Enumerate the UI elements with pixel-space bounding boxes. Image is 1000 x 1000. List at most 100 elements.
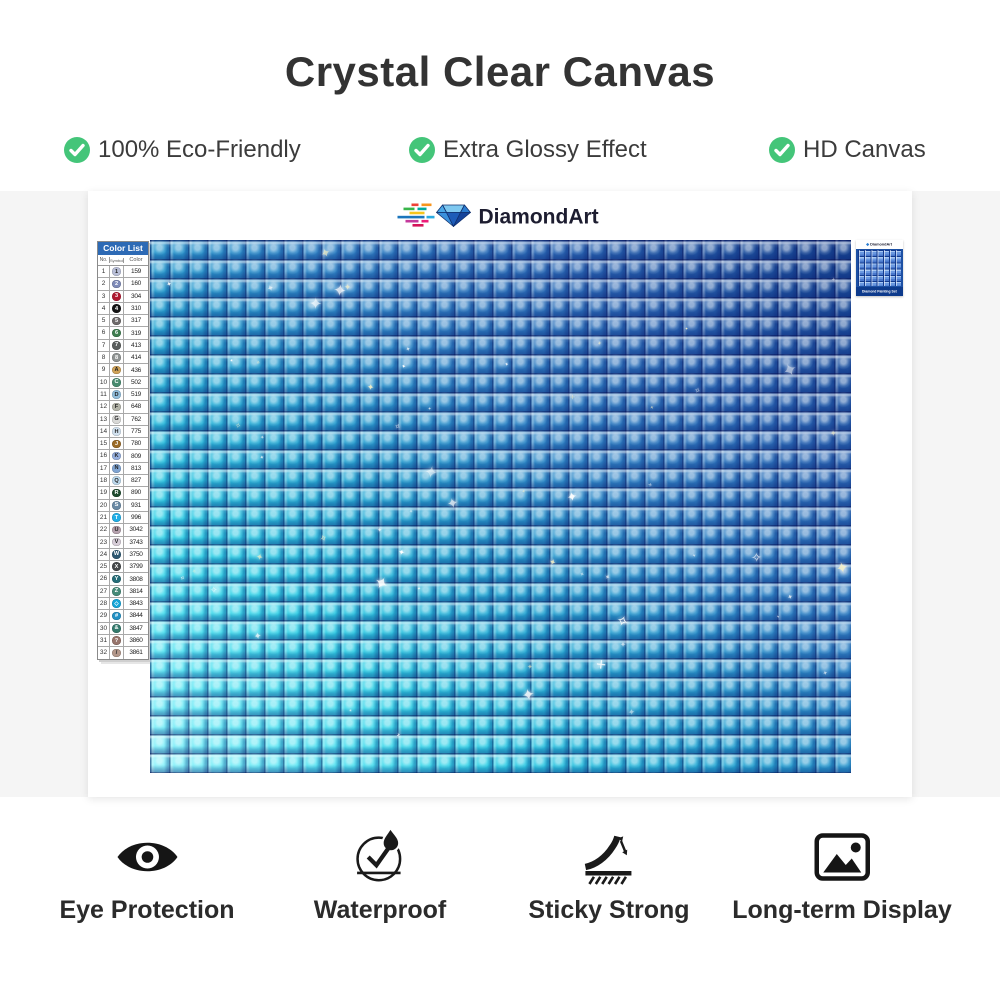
sparkle-glint: ✧ xyxy=(177,574,186,584)
color-number: 27 xyxy=(98,585,110,598)
check-circle-icon xyxy=(64,137,90,163)
color-list-row: 31? 3860 xyxy=(98,634,148,648)
feature-eco-friendly: 100% Eco-Friendly xyxy=(64,136,301,164)
diamond-logo-icon: DiamondArt xyxy=(397,203,599,229)
dmc-code: 762 xyxy=(131,415,141,423)
color-number: 29 xyxy=(98,610,110,622)
sparkle-glint: ✦ xyxy=(408,508,414,515)
color-list-row: 12 F 648 xyxy=(98,401,148,414)
sparkle-glint: + xyxy=(569,391,576,403)
eye-icon xyxy=(115,826,179,888)
mini-canvas-grid xyxy=(858,250,901,286)
sparkle-glint: ✦ xyxy=(603,573,612,583)
color-number: 12 xyxy=(98,401,110,413)
dmc-code: 648 xyxy=(131,403,141,411)
color-number: 9 xyxy=(98,364,110,376)
color-number: 25 xyxy=(98,561,110,573)
feature-hd-canvas: HD Canvas xyxy=(769,136,926,164)
dmc-code: 319 xyxy=(131,329,141,337)
sparkle-glint: ✦ xyxy=(318,244,334,262)
color-list-row: 24 W 3750 xyxy=(98,548,148,562)
color-list-body: 1 1 159 2 2 160 3 3 304 4 4 310 5 5 317 6 6 319 7 7 413 8 8 414… xyxy=(98,266,148,659)
benefit-label: Long-term Display xyxy=(732,896,952,924)
dmc-code: 519 xyxy=(131,391,141,399)
feature-label: 100% Eco-Friendly xyxy=(98,136,301,163)
color-swatch: 3 xyxy=(112,291,121,301)
sparkle-glint: + xyxy=(775,614,780,620)
mini-product-card: ◆ DiamondArt Diamond Painting Set xyxy=(856,240,903,296)
color-number: 5 xyxy=(98,315,110,327)
color-list-row: 1 1 159 xyxy=(98,266,148,279)
color-number: 2 xyxy=(98,278,110,290)
sparkle-glint: ✦ xyxy=(332,280,349,301)
sparkle-glint: + xyxy=(396,731,402,740)
sparkle-glint: ✦ xyxy=(619,640,626,650)
color-number: 8 xyxy=(98,352,110,364)
color-number: 19 xyxy=(98,487,110,499)
benefit-waterproof: Waterproof xyxy=(314,826,446,925)
color-swatch: 4 xyxy=(112,304,121,313)
color-number: 28 xyxy=(98,598,110,610)
color-swatch: R xyxy=(112,488,121,498)
color-number: 7 xyxy=(98,339,110,352)
color-list-row: 15 J 780 xyxy=(98,438,148,451)
sparkle-glint: ✦ xyxy=(347,707,354,714)
benefit-label: Waterproof xyxy=(313,896,447,924)
color-number: 10 xyxy=(98,376,110,388)
color-list-row: 20 S 931 xyxy=(98,499,148,512)
sparkle-glint: ✦ xyxy=(520,685,537,705)
sparkle-glint: ✦ xyxy=(308,295,323,314)
color-list-row: 6 6 319 xyxy=(98,327,148,340)
sparkle-glint: ✧ xyxy=(392,421,403,433)
color-swatch: Z xyxy=(112,587,121,596)
color-swatch: 2 xyxy=(112,279,121,289)
sparkle-glint: + xyxy=(594,655,607,675)
color-swatch: S xyxy=(112,500,121,510)
sparkle-glint: ✧ xyxy=(692,385,702,396)
color-list-row: 14 H 775 xyxy=(98,425,148,439)
feature-glossy: Extra Glossy Effect xyxy=(409,136,647,164)
color-list-row: 3 3 304 xyxy=(98,290,148,303)
color-swatch: F xyxy=(112,402,121,412)
sparkle-glint: ✧ xyxy=(191,568,197,575)
dmc-code: 996 xyxy=(131,514,141,522)
sparkle-glint: ✦ xyxy=(396,547,406,558)
dmc-code: 3814 xyxy=(129,587,143,595)
sparkle-glint: ✦ xyxy=(822,670,829,678)
color-swatch: 7 xyxy=(112,341,121,350)
color-number: 22 xyxy=(98,524,110,536)
sparkle-glint: ✦ xyxy=(520,488,528,496)
color-number: 23 xyxy=(98,536,110,548)
dmc-code: 3861 xyxy=(129,649,143,657)
color-swatch: D xyxy=(112,390,121,399)
color-swatch: W xyxy=(112,550,121,559)
benefit-eye-protection: Eye Protection xyxy=(59,826,235,925)
color-list-row: 27 Z 3814 xyxy=(98,585,148,599)
feature-label: HD Canvas xyxy=(803,136,926,163)
sparkle-glint: ✦ xyxy=(786,593,795,602)
sparkle-glint: ✦ xyxy=(366,381,376,393)
sparkle-glint: ✦ xyxy=(255,551,265,563)
color-list-row: 9 A 436 xyxy=(98,364,148,377)
sparkle-glint: + xyxy=(691,552,697,560)
sparkle-glint: + xyxy=(597,340,602,348)
benefit-longterm-display: Long-term Display xyxy=(732,826,952,925)
waterproof-icon xyxy=(351,826,409,888)
dmc-code: 780 xyxy=(131,440,141,448)
color-swatch: X xyxy=(112,562,121,572)
color-list-row: 2 2 160 xyxy=(98,278,148,291)
sparkle-glint: ✧ xyxy=(233,419,242,431)
color-list-row: 26 Y 3808 xyxy=(98,573,148,586)
color-list-row: 25 X 3799 xyxy=(98,561,148,574)
dmc-code: 809 xyxy=(131,452,141,460)
sparkle-glint: ✦ xyxy=(834,558,851,579)
mini-card-caption: Diamond Painting Set xyxy=(862,289,897,294)
benefit-label: Eye Protection xyxy=(59,896,235,924)
check-circle-icon xyxy=(409,137,435,163)
sparkle-glint: ✦ xyxy=(684,325,689,331)
sparkle-glint: ✦ xyxy=(422,461,440,483)
dmc-code: 160 xyxy=(131,280,141,288)
color-number: 32 xyxy=(98,647,110,659)
dmc-code: 3799 xyxy=(129,563,143,571)
